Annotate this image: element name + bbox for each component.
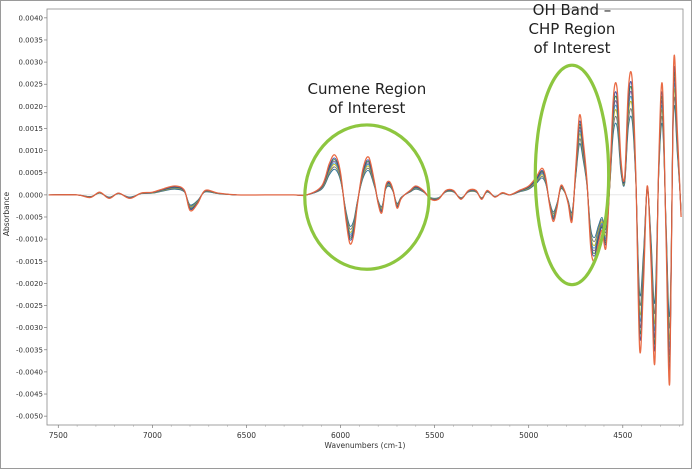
y-tick-label: 0.0015 <box>19 125 44 133</box>
x-axis-label: Wavenumbers (cm-1) <box>325 441 406 450</box>
y-tick-label: -0.0050 <box>16 413 43 421</box>
y-tick-label: -0.0020 <box>16 280 43 288</box>
x-tick-label: 7000 <box>143 431 162 440</box>
y-tick-label: -0.0045 <box>16 391 43 399</box>
annotation-text: OH Band – <box>533 1 612 19</box>
x-tick-label: 5500 <box>425 431 444 440</box>
y-axis: 0.0040 0.0035 0.0030 0.0025 0.0020 0.0015 0.00… <box>16 14 47 421</box>
y-tick-label: -0.0005 <box>16 214 43 222</box>
x-tick-label: 6500 <box>237 431 256 440</box>
y-tick-label: -0.0040 <box>16 368 43 376</box>
annotation-text: CHP Region <box>529 20 616 38</box>
y-tick-label: 0.0025 <box>19 81 44 89</box>
y-tick-label: 0.0040 <box>19 14 44 22</box>
y-tick-label: -0.0030 <box>16 324 43 332</box>
y-tick-label: -0.0010 <box>16 236 43 244</box>
x-tick-label: 4500 <box>613 431 632 440</box>
region-highlight-circle <box>303 123 431 271</box>
x-tick-label: 6000 <box>331 431 350 440</box>
y-tick-label: 0.0000 <box>19 191 44 199</box>
x-tick-label: 5000 <box>519 431 538 440</box>
x-tick-label: 7500 <box>49 431 68 440</box>
y-tick-label: 0.0005 <box>19 169 44 177</box>
y-axis-label: Absorbance <box>2 191 11 236</box>
y-tick-label: -0.0015 <box>16 258 43 266</box>
y-tick-label: 0.0035 <box>19 36 44 44</box>
annotation-text: of Interest <box>533 39 610 57</box>
y-tick-label: 0.0020 <box>19 103 44 111</box>
spectrum-series-line <box>48 54 682 386</box>
annotation-text: Cumene Region <box>308 80 427 98</box>
y-tick-label: 0.0030 <box>19 59 44 67</box>
spectra-series <box>48 54 682 386</box>
y-tick-label: 0.0010 <box>19 147 44 155</box>
y-tick-label: -0.0025 <box>16 302 43 310</box>
annotation-text: of Interest <box>328 99 405 117</box>
x-axis: 7500 7000 6500 6000 5500 5000 4500 <box>49 425 680 440</box>
y-tick-label: -0.0035 <box>16 346 43 354</box>
region-highlight-circle <box>533 63 611 287</box>
